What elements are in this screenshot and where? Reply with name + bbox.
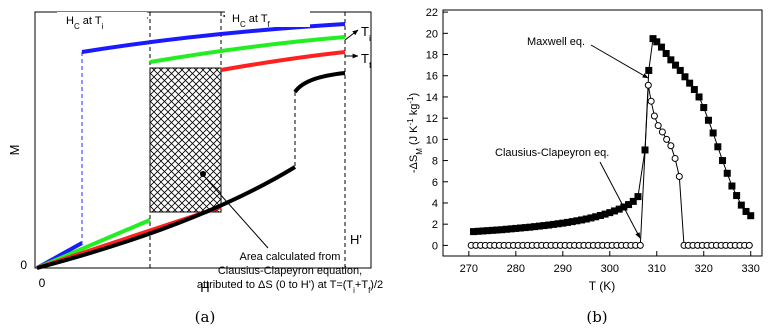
point — [681, 73, 689, 81]
arrow — [202, 174, 269, 249]
x-label: T (K) — [589, 279, 615, 293]
annotation: Maxwell eq. — [527, 36, 585, 48]
point — [671, 154, 679, 162]
point — [644, 81, 652, 89]
y-label: M — [7, 145, 22, 156]
y-zero: 0 — [20, 258, 27, 272]
tf-label: Tf — [361, 51, 372, 70]
arrow — [599, 161, 641, 239]
series-line — [473, 37, 752, 233]
y-tick-label: 0 — [432, 240, 438, 252]
point — [657, 43, 665, 51]
caption: (b) — [586, 308, 607, 326]
point — [690, 86, 698, 94]
point — [737, 201, 745, 209]
x-tick-label: 320 — [695, 263, 713, 275]
panel-b: -ΔSM (J K-1 kg-1) T (K) (b) Maxwell eq. … — [406, 7, 763, 326]
y-label: -ΔSM (J K-1 kg-1) — [406, 93, 424, 173]
x-tick-label: 330 — [742, 263, 760, 275]
point — [629, 197, 637, 205]
hatched-area — [149, 67, 222, 213]
point — [647, 97, 655, 105]
frame — [442, 9, 763, 257]
x-label: H — [200, 280, 209, 295]
point — [723, 169, 731, 177]
arrow — [590, 44, 649, 79]
point — [667, 56, 675, 64]
x-tick-label: 310 — [648, 263, 666, 275]
frame — [34, 11, 372, 269]
point — [719, 157, 727, 165]
point — [675, 172, 683, 180]
annotation: Clausius-Clapeyron eq. — [495, 147, 609, 159]
y-tick-label: 16 — [426, 71, 438, 83]
point — [714, 143, 722, 151]
point — [676, 66, 684, 74]
ti-label: Ti — [361, 24, 371, 43]
note-line: Area calculated from — [240, 251, 341, 263]
hc-tf-label: HC at Tf — [232, 13, 271, 29]
point — [650, 112, 658, 120]
y-tick-label: 20 — [426, 28, 438, 40]
arrow — [344, 29, 359, 41]
point — [653, 38, 661, 46]
point — [709, 129, 717, 137]
y-tick-label: 18 — [426, 50, 438, 62]
point — [747, 212, 755, 220]
y-tick-label: 22 — [426, 7, 438, 19]
y-tick-label: 14 — [426, 92, 438, 104]
point — [667, 142, 675, 150]
point — [658, 128, 666, 136]
panel-a: HC at Ti HC at Tf Ti Tf H' Area calculat… — [7, 11, 383, 326]
label-bg — [225, 11, 310, 27]
point — [663, 135, 671, 143]
point — [704, 116, 712, 124]
x-tick-label: 290 — [554, 263, 572, 275]
dot — [200, 171, 206, 177]
y-tick-label: 12 — [426, 113, 438, 125]
y-tick-label: 8 — [432, 156, 438, 168]
x-zero: 0 — [39, 276, 46, 290]
point — [645, 66, 653, 74]
point — [636, 241, 644, 249]
series-line — [471, 85, 750, 246]
y-tick-label: 4 — [432, 198, 438, 210]
point — [700, 104, 708, 112]
point — [745, 241, 753, 249]
y-tick-label: 10 — [426, 134, 438, 146]
point — [686, 79, 694, 87]
h-prime: H' — [350, 232, 362, 247]
point — [742, 207, 750, 215]
point — [728, 182, 736, 190]
x-tick-label: 280 — [507, 263, 525, 275]
point — [695, 93, 703, 101]
note-line: Clausius-Clapeyron equation, — [218, 265, 362, 277]
hc-ti-label: HC at Ti — [66, 15, 104, 31]
x-tick-label: 270 — [460, 263, 478, 275]
caption: (a) — [195, 308, 216, 326]
y-tick-label: 2 — [432, 219, 438, 231]
x-tick-label: 300 — [601, 263, 619, 275]
point — [634, 193, 642, 201]
point — [654, 122, 662, 130]
note-line: attributed to ΔS (0 to H') at T=(Ti+Tf)/… — [197, 279, 383, 295]
point — [672, 61, 680, 69]
label-bg — [57, 12, 147, 30]
point — [733, 192, 741, 200]
point — [662, 49, 670, 57]
y-tick-label: 6 — [432, 177, 438, 189]
